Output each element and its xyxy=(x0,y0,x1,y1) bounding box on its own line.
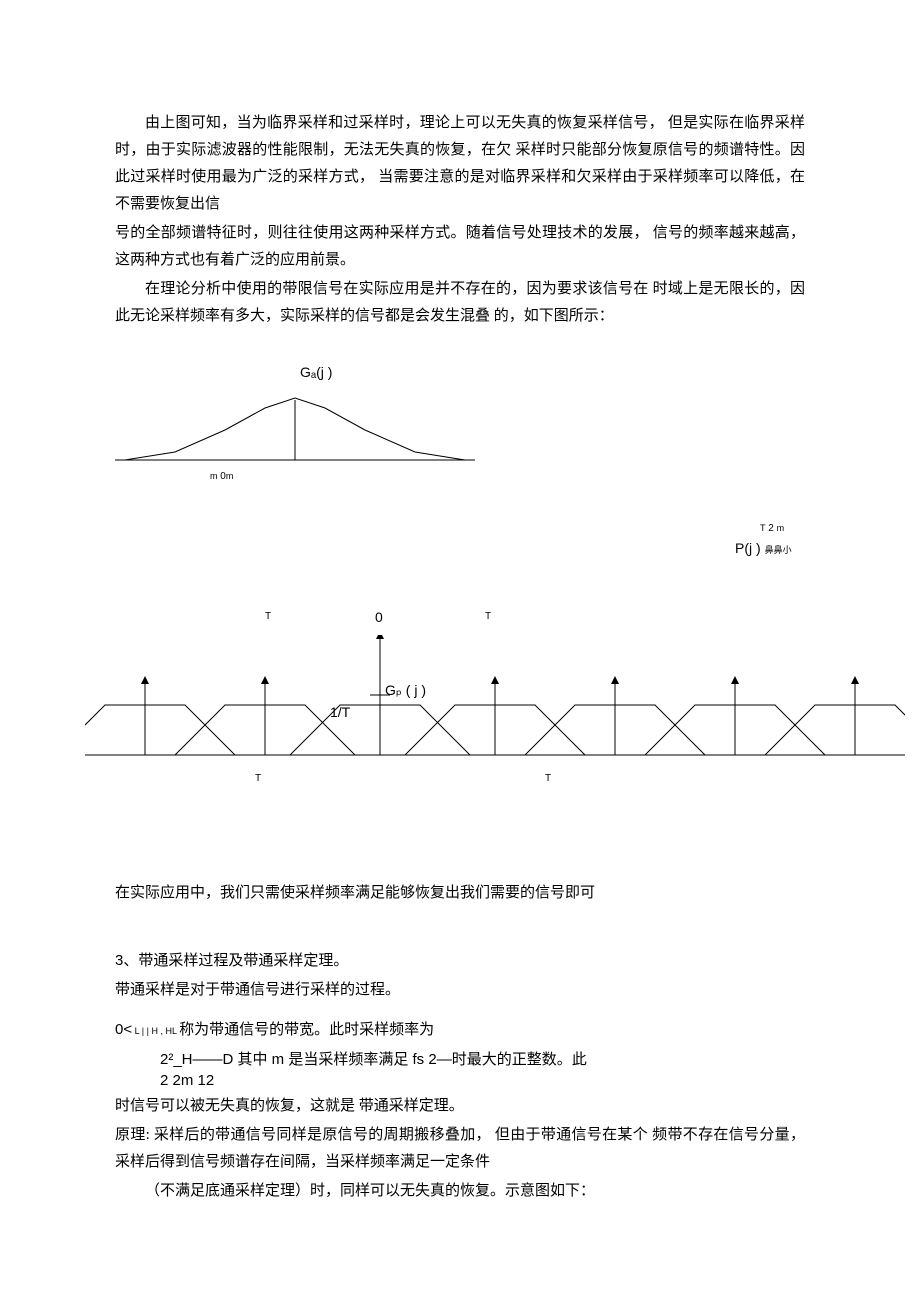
paragraph-5: 带通采样是对于带通信号进行采样的过程。 xyxy=(115,977,805,1004)
fig3-right-T: T xyxy=(545,770,551,788)
paragraph-3: 在理论分析中使用的带限信号在实际应用是并不存在的，因为要求该信号在 时域上是无限… xyxy=(115,276,805,330)
paragraph-9: 原理: 采样后的带通信号同样是原信号的周期搬移叠加， 但由于带通信号在某个 频带… xyxy=(115,1122,805,1176)
paragraph-6: 0< L | | H , HL 称为带通信号的带宽。此时采样频率为 xyxy=(115,1016,805,1044)
fig1-svg xyxy=(115,380,475,480)
paragraph-7: 2²_H——D 其中 m 是当采样频率满足 fs 2—时最大的正整数。此 2 2… xyxy=(115,1050,805,1091)
paragraph-8: 时信号可以被无失真的恢复，这就是 带通采样定理。 xyxy=(115,1093,805,1120)
paragraph-4: 在实际应用中，我们只需使采样频率满足能够恢复出我们需要的信号即可 xyxy=(115,880,805,907)
paragraph-10: （不满足底通采样定理）时，同样可以无失真的恢复。示意图如下： xyxy=(115,1178,805,1205)
section-3-heading: 3、带通采样过程及带通采样定理。 xyxy=(115,947,805,975)
paragraph-1: 由上图可知，当为临界采样和过采样时，理论上可以无失真的恢复采样信号， 但是实际在… xyxy=(115,110,805,218)
fig3-left-T: T xyxy=(255,770,261,788)
fig3-svg xyxy=(85,635,905,775)
spectrum-diagrams: Gₐ(j ) m 0m T 2 m P(j ) 鼻鼻小 T 0 T Gₚ ( j… xyxy=(115,360,815,860)
paragraph-2: 号的全部频谱特征时，则往往使用这两种采样方式。随着信号处理技术的发展， 信号的频… xyxy=(115,220,805,274)
fig2-left-T: T xyxy=(265,608,271,626)
fig2-zero: 0 xyxy=(375,605,383,630)
pj-label: P(j ) 鼻鼻小 xyxy=(735,536,792,561)
fig2-right-T: T xyxy=(485,608,491,626)
fig1-left-label: m 0m xyxy=(210,468,233,486)
